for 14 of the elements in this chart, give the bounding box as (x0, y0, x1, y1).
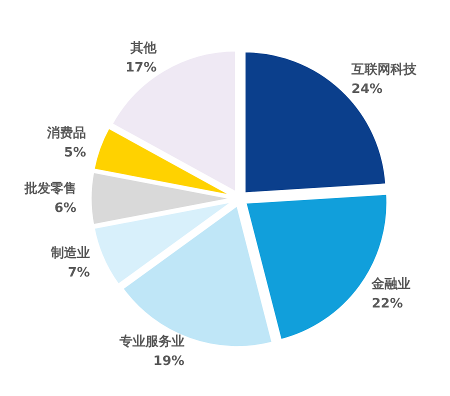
slice-label: 其他 (130, 41, 158, 56)
data-label: 19% (153, 354, 184, 369)
slice-label: 金融业 (370, 276, 411, 292)
data-label: 5% (64, 146, 86, 161)
data-label: 7% (68, 265, 90, 280)
slice-label: 专业服务业 (118, 333, 184, 350)
data-label: 22% (372, 296, 403, 312)
data-label: 24% (351, 82, 383, 98)
data-label: 17% (125, 60, 157, 76)
slice-label: 消费品 (46, 126, 86, 142)
slice-label: 批发零售 (23, 181, 76, 196)
slice-label: 制造业 (50, 246, 90, 261)
data-label: 6% (54, 200, 76, 216)
slice-label: 互联网科技 (350, 62, 418, 78)
